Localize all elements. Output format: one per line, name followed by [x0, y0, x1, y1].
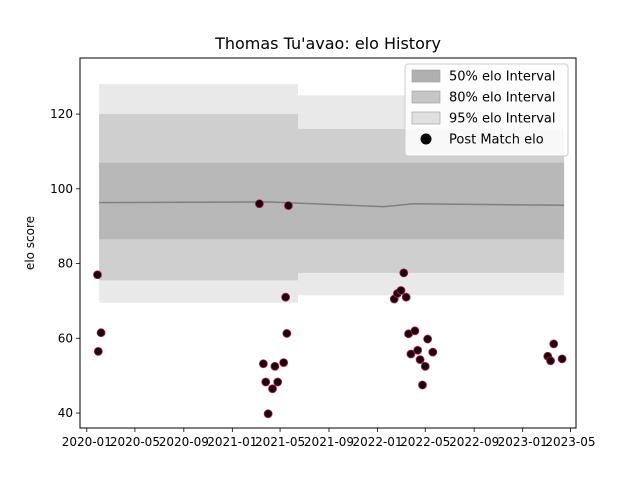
x-tick-label-10: 2023-05: [545, 435, 595, 449]
elo-point-22: [413, 345, 423, 355]
x-tick-label-0: 2020-01: [62, 435, 112, 449]
elo-point-4: [258, 359, 268, 369]
mean-elo-path: [99, 201, 565, 208]
legend-marker-3: [420, 133, 432, 145]
axes: 2020-012020-052020-092021-012021-052021-…: [50, 57, 596, 449]
legend-swatch-0: [411, 69, 441, 83]
interval-band-50-0: [99, 162, 298, 240]
elo-point-10: [279, 358, 289, 367]
x-tick-label-5: 2021-09: [304, 435, 354, 449]
x-tick-label-1: 2020-05: [110, 435, 160, 449]
elo-point-9: [273, 377, 283, 387]
x-tick-label-3: 2021-01: [207, 435, 257, 449]
elo-point-21: [410, 326, 420, 336]
elo-point-11: [281, 292, 291, 302]
post-match-points: [93, 199, 567, 419]
x-tick-label-9: 2023-01: [498, 435, 548, 449]
y-tick-label-2: 80: [58, 257, 73, 271]
interval-band-50-1: [297, 162, 565, 240]
elo-point-17: [399, 268, 409, 278]
chart-title: Thomas Tu'avao: elo History: [214, 34, 441, 53]
legend-box: [404, 63, 569, 157]
elo-point-25: [420, 361, 430, 371]
elo-point-8: [270, 361, 280, 371]
elo-point-0: [93, 270, 102, 280]
elo-point-6: [263, 409, 273, 419]
elo-point-18: [401, 292, 411, 302]
x-tick-label-8: 2022-09: [449, 435, 499, 449]
elo-point-1: [93, 346, 103, 356]
elo-point-23: [415, 355, 425, 365]
elo-point-29: [546, 356, 555, 366]
elo-point-27: [428, 347, 438, 357]
elo-point-16: [396, 286, 406, 295]
y-axis-label: elo score: [23, 216, 37, 270]
elo-point-24: [418, 380, 427, 390]
y-tick-label-3: 100: [50, 182, 73, 196]
legend-label-1: 80% elo Interval: [449, 91, 556, 106]
elo-point-26: [423, 334, 433, 344]
elo-point-7: [268, 384, 277, 394]
legend-swatch-2: [411, 111, 441, 125]
legend-label-2: 95% elo Interval: [449, 112, 556, 127]
legend-swatch-1: [411, 90, 441, 104]
legend-label-3: Post Match elo: [449, 133, 544, 148]
elo-point-20: [406, 349, 416, 359]
y-tick-label-0: 40: [58, 406, 73, 420]
elo-point-31: [557, 354, 567, 364]
elo-point-3: [254, 199, 264, 209]
elo-point-5: [261, 377, 271, 387]
x-tick-label-2: 2020-09: [159, 435, 209, 449]
plot-frame: [79, 57, 577, 429]
x-tick-label-7: 2022-05: [400, 435, 450, 449]
legend-label-0: 50% elo Interval: [449, 70, 556, 85]
elo-point-12: [282, 329, 292, 338]
mean-elo-line: [99, 201, 565, 208]
elo-point-13: [284, 201, 293, 211]
y-tick-label-4: 120: [50, 107, 73, 121]
elo-point-2: [96, 328, 106, 338]
x-tick-label-4: 2021-05: [255, 435, 305, 449]
x-tick-label-6: 2022-01: [352, 435, 402, 449]
y-tick-label-1: 60: [58, 331, 73, 345]
legend: 50% elo Interval 80% elo Interval 95% elo …: [404, 63, 569, 157]
elo-point-30: [549, 339, 559, 349]
